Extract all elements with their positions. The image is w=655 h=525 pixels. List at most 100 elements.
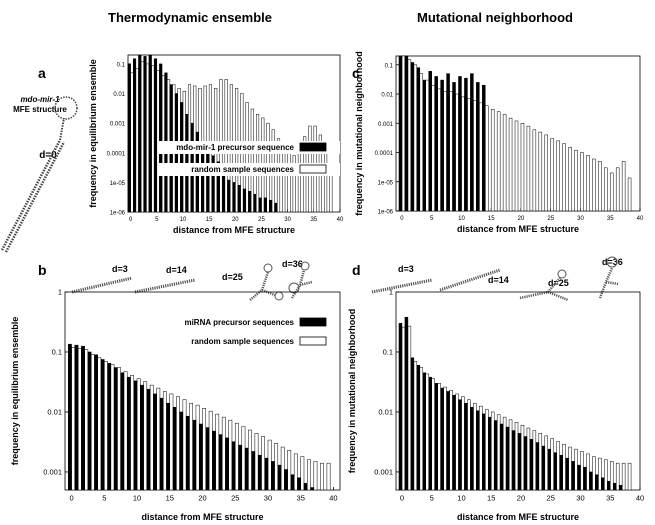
x-tick-label: 20 bbox=[518, 216, 525, 222]
bar-white-36 bbox=[615, 462, 620, 491]
bar-black-17 bbox=[499, 423, 504, 491]
y-tick-label: 0.01 bbox=[378, 407, 393, 416]
bar-white-15 bbox=[490, 411, 495, 491]
bar-white-4 bbox=[97, 357, 102, 491]
bar-black-36 bbox=[612, 482, 617, 491]
bar-black-8 bbox=[446, 73, 450, 212]
bar-black-9 bbox=[126, 376, 131, 491]
bar-white-13 bbox=[479, 405, 483, 491]
structure-d3-left-icon bbox=[71, 276, 133, 294]
y-tick-label: 0.1 bbox=[383, 347, 393, 356]
bar-black-35 bbox=[607, 480, 611, 491]
left-column-header: Thermodynamic ensemble bbox=[108, 10, 272, 25]
bar-black-4 bbox=[422, 372, 427, 491]
bar-white-21 bbox=[526, 125, 531, 212]
bar-white-11 bbox=[467, 98, 471, 212]
bar-black-25 bbox=[258, 197, 262, 213]
bar-black-1 bbox=[404, 55, 409, 212]
bar-white-32 bbox=[592, 158, 596, 212]
legend-swatch bbox=[299, 317, 327, 327]
bar-white-31 bbox=[274, 443, 279, 491]
structure-d25-left-icon bbox=[249, 271, 276, 301]
bar-black-3 bbox=[416, 365, 421, 491]
x-tick-label: 25 bbox=[547, 494, 555, 503]
legend-swatch bbox=[299, 164, 327, 174]
x-tick-label: 5 bbox=[430, 494, 434, 503]
bar-white-17 bbox=[182, 399, 187, 491]
bar-white-5 bbox=[431, 84, 435, 212]
bar-white-1 bbox=[407, 59, 412, 212]
bar-black-31 bbox=[271, 461, 275, 491]
bar-white-12 bbox=[473, 100, 477, 212]
structure-label-d3-left: d=3 bbox=[112, 264, 128, 274]
bar-black-33 bbox=[284, 469, 288, 491]
y-tick-label: 1 bbox=[389, 288, 393, 297]
x-tick-label: 20 bbox=[517, 494, 525, 503]
x-tick-label: 35 bbox=[297, 494, 305, 503]
bar-black-1 bbox=[404, 316, 409, 491]
y-tick-label: 0.001 bbox=[374, 467, 393, 476]
bar-black-10 bbox=[180, 102, 184, 213]
bar-black-15 bbox=[166, 402, 171, 491]
x-tick-label: 35 bbox=[310, 217, 317, 223]
y-tick-label: 1 bbox=[58, 288, 62, 297]
bar-white-33 bbox=[598, 161, 602, 212]
bar-white-18 bbox=[508, 419, 513, 491]
bar-white-2 bbox=[413, 361, 418, 491]
x-tick-label: 30 bbox=[264, 494, 272, 503]
bar-black-25 bbox=[231, 441, 236, 491]
bar-white-8 bbox=[449, 390, 453, 491]
bar-white-7 bbox=[117, 367, 121, 491]
bar-white-22 bbox=[532, 430, 537, 491]
x-tick-label: 0 bbox=[400, 216, 404, 222]
bar-white-30 bbox=[267, 439, 272, 491]
bar-white-16 bbox=[496, 111, 501, 212]
bar-black-27 bbox=[244, 447, 249, 491]
bar-white-15 bbox=[169, 393, 174, 491]
bar-black-28 bbox=[565, 457, 569, 491]
bar-white-0 bbox=[71, 346, 76, 491]
bar-white-27 bbox=[562, 143, 566, 212]
bar-white-24 bbox=[544, 435, 549, 491]
y-axis-label: frequency in mutational neighborhood bbox=[354, 51, 364, 216]
bar-black-6 bbox=[107, 362, 112, 491]
bar-black-2 bbox=[410, 357, 415, 491]
bar-black-13 bbox=[476, 410, 480, 491]
bar-black-11 bbox=[140, 384, 144, 491]
x-tick-label: 35 bbox=[606, 494, 614, 503]
x-tick-label: 10 bbox=[180, 217, 187, 223]
bar-white-28 bbox=[254, 433, 259, 491]
bar-white-0 bbox=[130, 72, 134, 213]
bar-white-23 bbox=[221, 416, 226, 491]
bar-white-10 bbox=[136, 378, 141, 491]
bar-black-10 bbox=[458, 399, 462, 491]
bar-white-8 bbox=[449, 91, 453, 212]
bar-white-1 bbox=[407, 325, 412, 491]
bar-black-21 bbox=[523, 436, 528, 491]
bar-black-4 bbox=[148, 54, 152, 213]
y-tick-label: 0.01 bbox=[113, 92, 125, 98]
bar-white-30 bbox=[580, 152, 584, 212]
legend-bg bbox=[116, 335, 316, 348]
bar-black-12 bbox=[146, 388, 151, 491]
bar-white-35 bbox=[609, 461, 614, 491]
bar-white-38 bbox=[627, 462, 632, 491]
bar-black-7 bbox=[440, 79, 444, 212]
bar-white-14 bbox=[485, 409, 489, 491]
y-tick-label: 0.001 bbox=[110, 122, 126, 128]
bar-white-38 bbox=[329, 173, 333, 213]
bar-black-3 bbox=[416, 67, 421, 212]
x-axis-label: distance from MFE structure bbox=[173, 225, 295, 235]
legend-label: random sample sequences bbox=[191, 337, 294, 346]
bar-white-11 bbox=[143, 381, 148, 491]
bar-black-14 bbox=[159, 397, 164, 491]
legend-label: mdo-mir-1 precursor sequence bbox=[176, 143, 294, 152]
bar-black-12 bbox=[470, 73, 474, 212]
bar-black-8 bbox=[446, 391, 450, 491]
y-tick-label: 0.0001 bbox=[375, 151, 394, 157]
y-tick-label: 1e-05 bbox=[110, 181, 126, 187]
bar-black-0 bbox=[398, 55, 403, 212]
x-tick-label: 15 bbox=[488, 216, 495, 222]
bar-white-16 bbox=[176, 396, 180, 491]
y-tick-label: 0.0001 bbox=[107, 151, 126, 157]
